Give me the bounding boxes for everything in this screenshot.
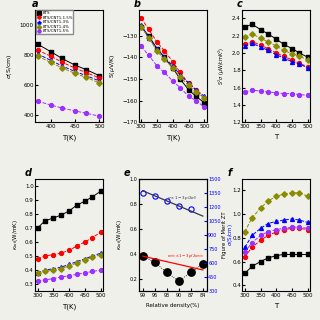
X-axis label: T: T [274,303,278,309]
Legend: BTS, BTS/CNT1-1.5%, BTS/CNT1-3%, BTS/CNT1-4%, BTS/CNT1-5%: BTS, BTS/CNT1-1.5%, BTS/CNT1-3%, BTS/CNT… [36,10,74,34]
Y-axis label: Figure of Merit ZT: Figure of Merit ZT [221,212,227,258]
Text: e: e [124,168,130,178]
Text: f: f [227,168,232,178]
X-axis label: Relative density(%): Relative density(%) [146,303,199,308]
Y-axis label: $S^2\sigma$ ($\mu$W/cmK$^2$): $S^2\sigma$ ($\mu$W/cmK$^2$) [216,47,227,85]
Y-axis label: S($\mu$V/K): S($\mu$V/K) [108,53,117,78]
Text: b: b [133,0,140,9]
X-axis label: T(K): T(K) [62,134,76,141]
X-axis label: T(K): T(K) [62,303,76,310]
X-axis label: T: T [274,134,278,140]
Y-axis label: $\kappa_{tot}$(W/mK): $\kappa_{tot}$(W/mK) [115,220,124,250]
Text: d: d [25,168,32,178]
Text: c: c [237,0,243,9]
Text: $\kappa_{min}\propto1-3p/2\kappa_{min}$: $\kappa_{min}\propto1-3p/2\kappa_{min}$ [167,252,204,260]
Y-axis label: $\kappa_{tot}$(W/mK): $\kappa_{tot}$(W/mK) [11,220,20,250]
Y-axis label: $\sigma$(S/cm): $\sigma$(S/cm) [226,223,235,246]
X-axis label: T(K): T(K) [166,134,180,141]
Text: $\sigma\propto1-3p/2\sigma_0$: $\sigma\propto1-3p/2\sigma_0$ [167,194,197,202]
Y-axis label: $\sigma$(S/cm): $\sigma$(S/cm) [5,53,14,79]
Text: a: a [32,0,38,9]
